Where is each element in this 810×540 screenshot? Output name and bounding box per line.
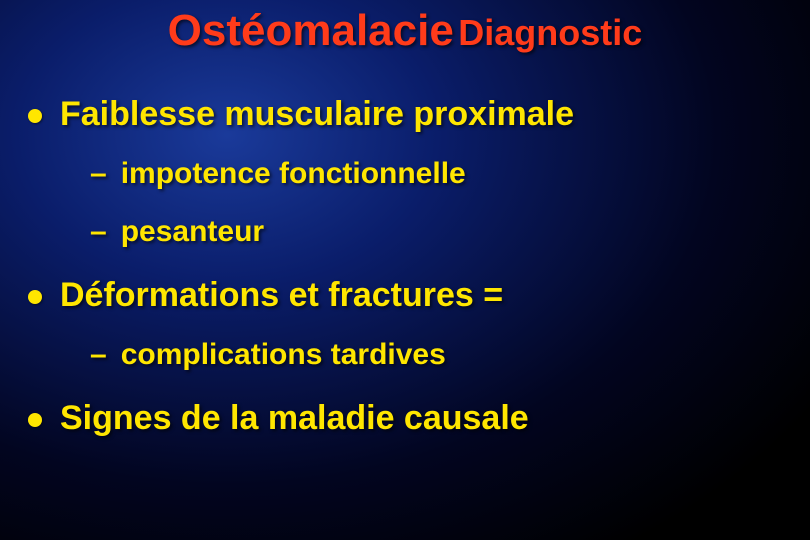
sub-text: complications tardives [121,337,446,373]
sub-item: – impotence fonctionnelle [90,156,782,192]
slide-content: Faiblesse musculaire proximale – impoten… [28,95,782,460]
slide: Ostéomalacie Diagnostic Faiblesse muscul… [0,0,810,540]
bullet-item: Faiblesse musculaire proximale [28,95,782,134]
sub-item: – pesanteur [90,214,782,250]
bullet-icon [28,413,42,427]
dash-icon: – [90,337,107,373]
bullet-icon [28,290,42,304]
sub-item: – complications tardives [90,337,782,373]
bullet-text: Déformations et fractures = [60,276,503,315]
bullet-text: Signes de la maladie causale [60,399,529,438]
dash-icon: – [90,156,107,192]
slide-title: Ostéomalacie Diagnostic [0,6,810,56]
title-sub: Diagnostic [458,12,642,53]
bullet-item: Déformations et fractures = [28,276,782,315]
bullet-item: Signes de la maladie causale [28,399,782,438]
bullet-text: Faiblesse musculaire proximale [60,95,574,134]
sub-text: impotence fonctionnelle [121,156,466,192]
bullet-icon [28,109,42,123]
sub-text: pesanteur [121,214,264,250]
dash-icon: – [90,214,107,250]
title-main: Ostéomalacie [168,6,454,55]
